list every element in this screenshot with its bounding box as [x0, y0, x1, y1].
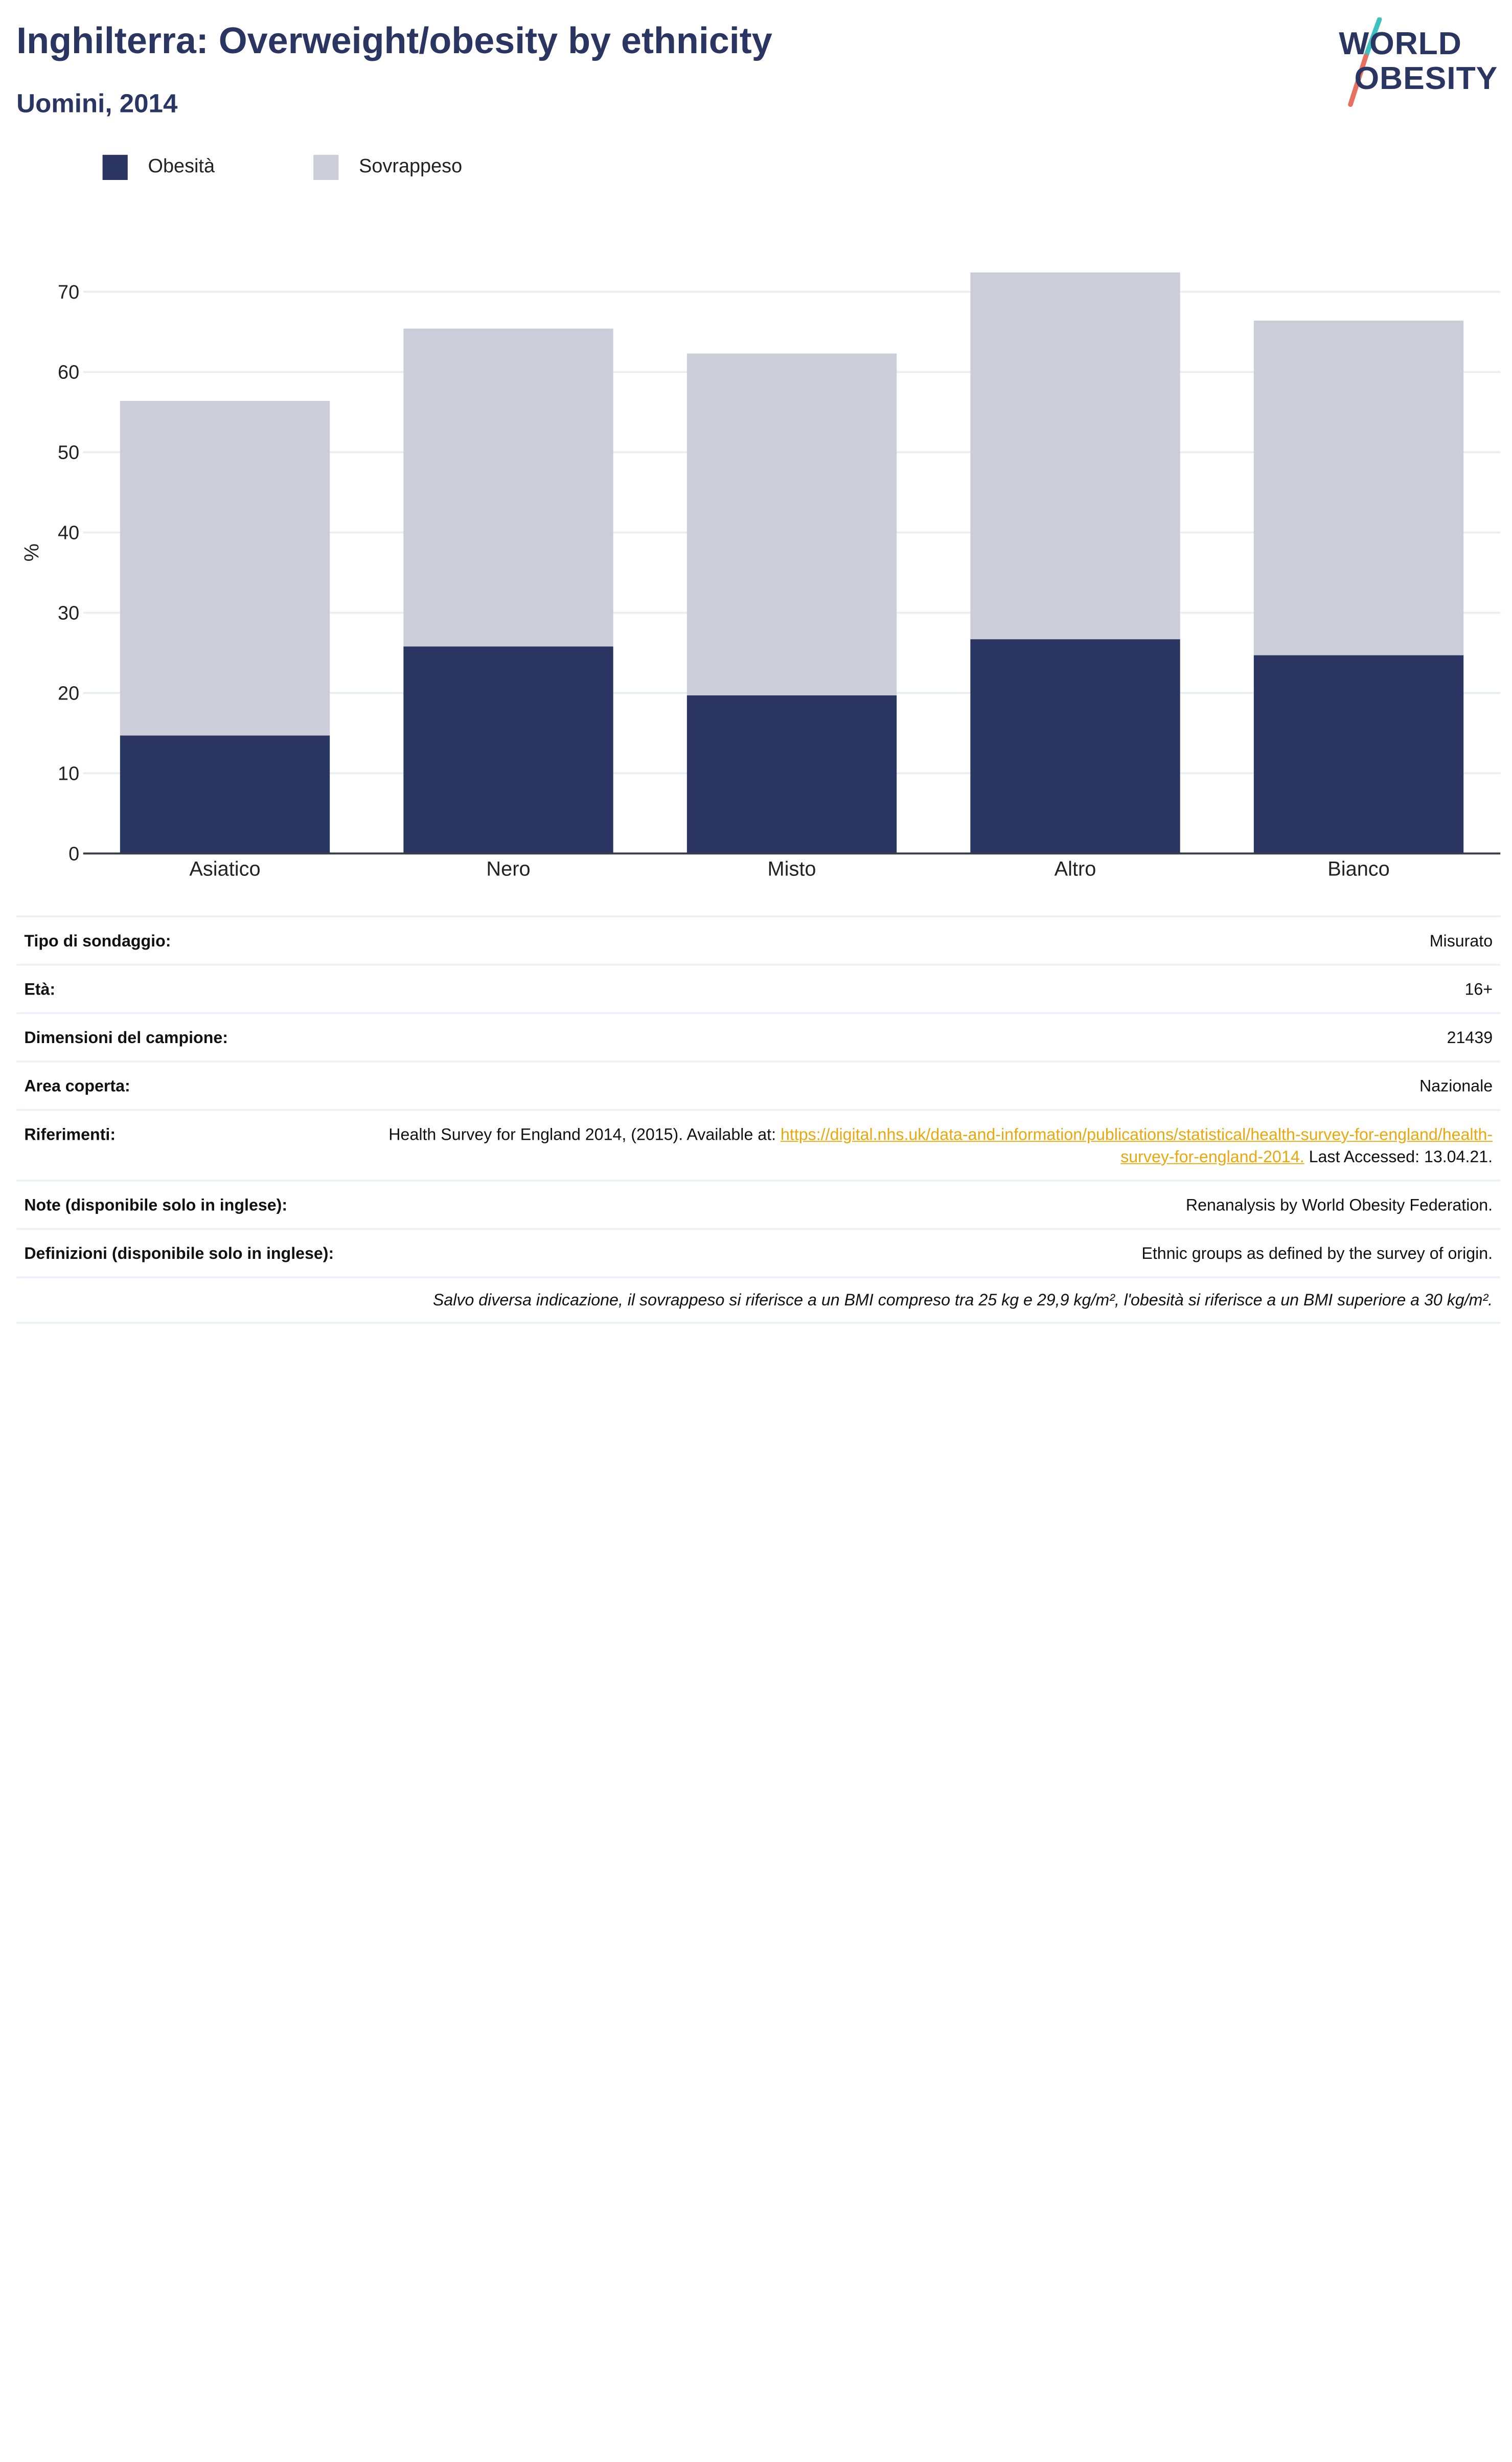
- x-tick-label: Altro: [1055, 858, 1096, 880]
- info-key: Definizioni (disponibile solo in inglese…: [24, 1244, 334, 1263]
- bar-overweight: [120, 400, 330, 736]
- info-table: Tipo di sondaggio: Misurato Età: 16+ Dim…: [16, 915, 1501, 1324]
- info-key: Riferimenti:: [24, 1125, 116, 1144]
- y-tick-label: 50: [58, 442, 79, 464]
- info-row-notes: Note (disponibile solo in inglese): Rena…: [16, 1179, 1501, 1228]
- info-value: Health Survey for England 2014, (2015). …: [380, 1123, 1493, 1168]
- y-axis-label: %: [21, 544, 43, 561]
- y-tick-label: 20: [58, 683, 79, 705]
- info-value: Nazionale: [1419, 1077, 1493, 1096]
- info-key: Area coperta:: [24, 1077, 130, 1096]
- info-row-definitions: Definizioni (disponibile solo in inglese…: [16, 1228, 1501, 1277]
- logo-text-obesity: OBESITY: [1354, 60, 1498, 96]
- chart-title: Inghilterra: Overweight/obesity by ethni…: [16, 21, 772, 62]
- info-row-survey-type: Tipo di sondaggio: Misurato: [16, 915, 1501, 964]
- bar-overweight: [1253, 321, 1464, 656]
- y-tick-label: 10: [58, 763, 79, 784]
- y-tick-label: 70: [58, 282, 79, 303]
- reference-accessed: Last Accessed: 13.04.21.: [1304, 1147, 1493, 1166]
- y-tick-label: 60: [58, 362, 79, 383]
- y-tick-label: 40: [58, 523, 79, 544]
- chart-subtitle: Uomini, 2014: [16, 89, 178, 118]
- legend-label-obesity: Obesità: [148, 155, 215, 177]
- legend-label-overweight: Sovrappeso: [359, 155, 463, 177]
- info-key: Dimensioni del campione:: [24, 1028, 228, 1047]
- bar-overweight: [970, 272, 1180, 640]
- x-tick-label: Misto: [768, 858, 816, 880]
- reference-link[interactable]: https://digital.nhs.uk/data-and-informat…: [781, 1125, 1493, 1166]
- bar-obesity: [403, 646, 613, 854]
- footnote: Salvo diversa indicazione, il sovrappeso…: [16, 1276, 1501, 1324]
- x-tick-label: Asiatico: [189, 858, 260, 880]
- info-value: Ethnic groups as defined by the survey o…: [1141, 1244, 1493, 1263]
- info-value: Misurato: [1429, 932, 1493, 951]
- info-row-references: Riferimenti: Health Survey for England 2…: [16, 1109, 1501, 1180]
- legend-swatch-overweight: [313, 154, 339, 180]
- world-obesity-logo: WORLD OBESITY: [1339, 17, 1503, 108]
- bar-obesity: [686, 695, 897, 854]
- x-tick-label: Bianco: [1327, 858, 1390, 880]
- bar-overweight: [686, 353, 897, 695]
- info-row-age: Età: 16+: [16, 963, 1501, 1012]
- legend-swatch-obesity: [102, 154, 128, 180]
- info-value: 16+: [1464, 980, 1493, 999]
- info-key: Tipo di sondaggio:: [24, 932, 171, 951]
- info-value: 21439: [1447, 1028, 1493, 1047]
- info-value: Renanalysis by World Obesity Federation.: [1185, 1196, 1493, 1215]
- reference-text: Health Survey for England 2014, (2015). …: [388, 1125, 781, 1144]
- info-key: Età:: [24, 980, 56, 999]
- bar-obesity: [970, 639, 1180, 854]
- info-key: Note (disponibile solo in inglese):: [24, 1196, 288, 1215]
- bar-obesity: [1253, 655, 1464, 854]
- logo-text-world: WORLD: [1339, 25, 1462, 61]
- x-tick-label: Nero: [486, 858, 530, 880]
- bar-overweight: [403, 328, 613, 647]
- info-row-area: Area coperta: Nazionale: [16, 1060, 1501, 1109]
- y-tick-label: 30: [58, 603, 79, 624]
- y-tick-label: 0: [68, 843, 79, 865]
- bar-obesity: [120, 735, 330, 854]
- logo-slash-icon: [1348, 17, 1382, 107]
- bar-chart: 0 10 20 30 40 50 60 70% Asiatico Nero Misto Altro Bi…: [21, 272, 1501, 880]
- info-row-sample-size: Dimensioni del campione: 21439: [16, 1012, 1501, 1061]
